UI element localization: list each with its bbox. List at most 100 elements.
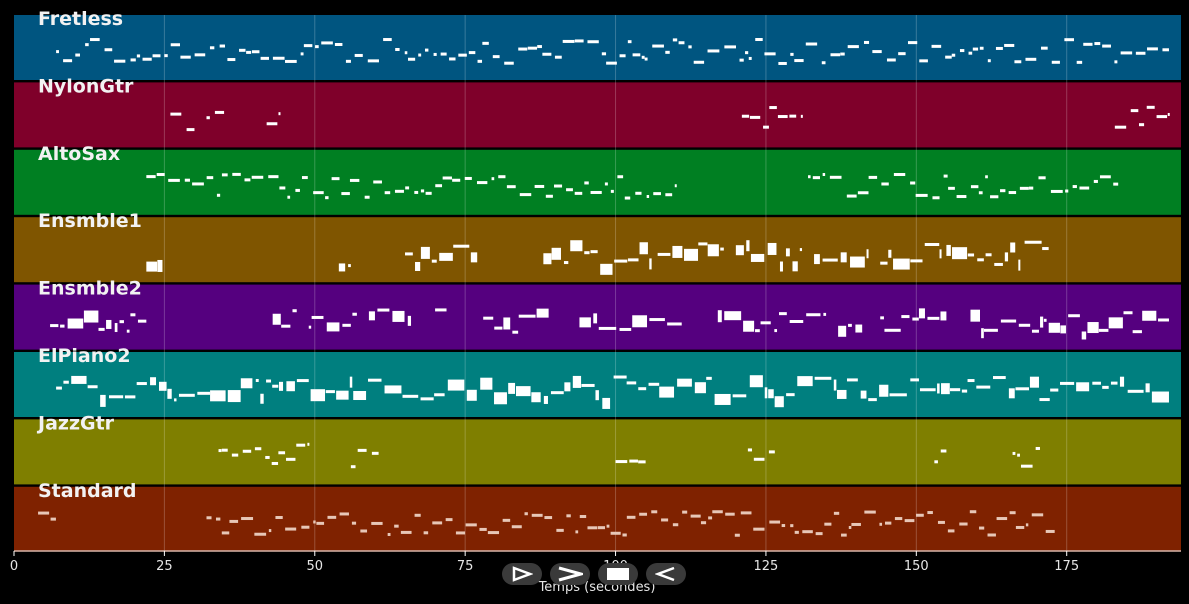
note [857, 191, 869, 195]
note [924, 243, 940, 247]
rewind-icon [655, 566, 675, 582]
note [242, 449, 252, 453]
note [1000, 189, 1006, 193]
note [1099, 175, 1111, 179]
note [38, 511, 50, 515]
note [995, 46, 1003, 50]
note [1064, 38, 1074, 42]
note [638, 387, 647, 391]
note [996, 517, 1008, 521]
note [414, 190, 419, 194]
note [1035, 446, 1040, 450]
note [482, 41, 489, 45]
note [994, 262, 1003, 266]
note [219, 44, 226, 48]
note [829, 175, 842, 179]
note [745, 51, 749, 55]
note [627, 40, 632, 44]
note [1123, 311, 1133, 315]
note [1162, 48, 1169, 52]
note [445, 518, 453, 522]
note [1110, 381, 1118, 385]
note [956, 195, 967, 199]
note [1119, 376, 1125, 387]
note [511, 525, 522, 529]
note [272, 384, 279, 388]
note [840, 52, 845, 56]
note [746, 240, 750, 252]
note [244, 178, 251, 182]
note [985, 253, 992, 257]
note [893, 258, 910, 270]
note [884, 328, 901, 332]
note [449, 57, 456, 61]
note [327, 515, 337, 519]
note [1068, 314, 1080, 318]
note [1113, 182, 1119, 186]
note [440, 52, 447, 56]
note [706, 376, 712, 380]
track-band-altosax [14, 149, 1181, 215]
note [1017, 453, 1020, 457]
note [180, 55, 191, 59]
note [707, 244, 719, 257]
note [292, 309, 297, 313]
note [325, 390, 335, 394]
stop-button[interactable] [598, 563, 638, 585]
note [90, 38, 100, 42]
note [1102, 385, 1109, 389]
note [272, 313, 281, 325]
play-button[interactable] [502, 563, 542, 585]
note [764, 387, 768, 399]
note [342, 323, 351, 327]
note [1045, 529, 1055, 533]
note [1146, 105, 1155, 109]
note [537, 45, 542, 49]
note [1043, 318, 1047, 322]
note [606, 61, 617, 65]
note [331, 177, 340, 181]
note [785, 248, 790, 257]
note [1031, 329, 1039, 333]
note [159, 381, 167, 391]
note [619, 327, 632, 331]
note [961, 389, 968, 393]
note [981, 328, 984, 339]
note [349, 178, 360, 182]
note [1020, 464, 1033, 468]
note [1014, 60, 1022, 64]
note [941, 383, 950, 395]
note [717, 310, 722, 323]
rewind-button[interactable] [646, 563, 686, 585]
note [255, 378, 259, 382]
note [763, 125, 769, 129]
note [889, 393, 907, 397]
note [285, 59, 297, 63]
note [626, 515, 636, 519]
note [590, 190, 602, 194]
note [672, 523, 679, 527]
note [910, 259, 923, 263]
note [987, 533, 996, 537]
note [661, 518, 669, 522]
note [184, 178, 190, 182]
note [1004, 43, 1015, 47]
note [251, 175, 264, 179]
note [418, 53, 422, 57]
note [830, 53, 841, 57]
note [338, 263, 346, 272]
fast-forward-button[interactable] [550, 563, 590, 585]
note [755, 329, 760, 333]
note [442, 176, 452, 180]
note [931, 44, 942, 48]
note [597, 526, 606, 530]
note [777, 115, 788, 119]
note [753, 457, 765, 461]
note [579, 515, 587, 519]
note [545, 194, 553, 198]
note [156, 173, 165, 177]
note [425, 191, 432, 195]
note [786, 393, 795, 397]
note [601, 52, 607, 56]
note [684, 248, 699, 261]
